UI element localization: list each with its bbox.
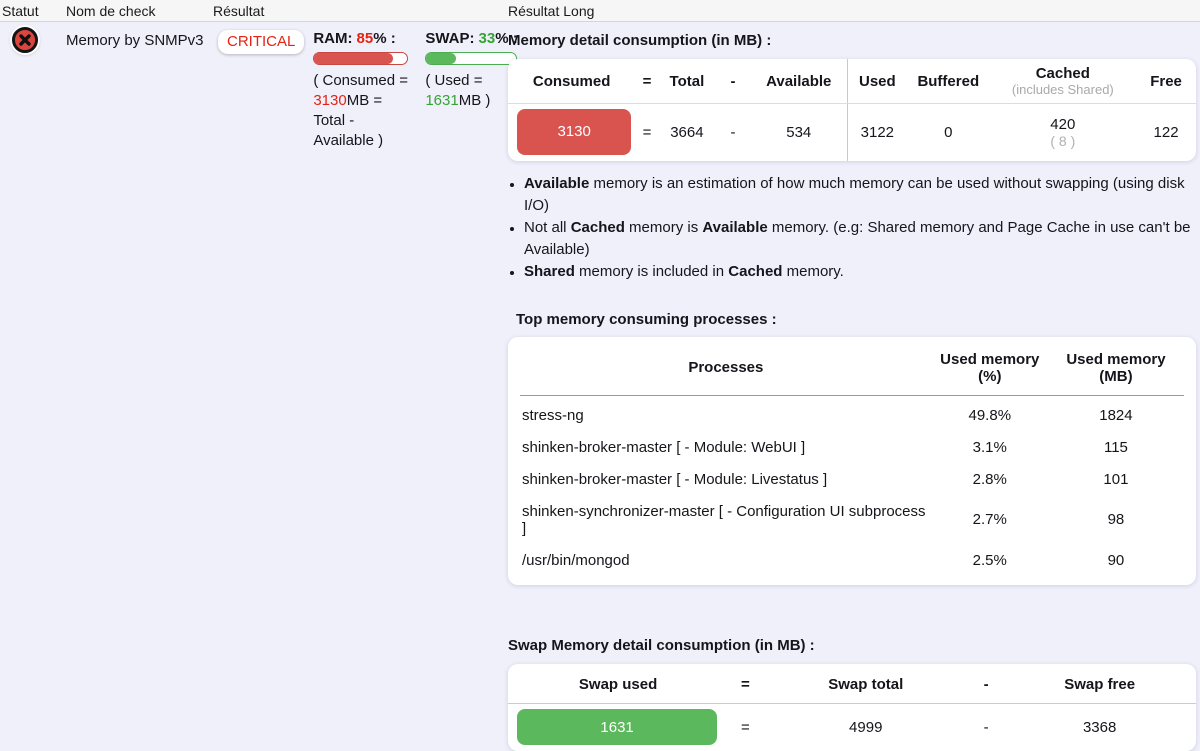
value-equals: = — [635, 103, 658, 161]
swap-value-free: 3368 — [1003, 704, 1196, 751]
table-row: shinken-synchronizer-master [ - Configur… — [520, 496, 1184, 545]
processes-table: Processes Used memory (%) Used memory (M… — [520, 337, 1184, 577]
listing-header: Statut Nom de check Résultat Résultat Lo… — [0, 0, 1200, 22]
table-row: shinken-broker-master [ - Module: Livest… — [520, 464, 1184, 496]
swap-used-ok-pill: 1631 — [517, 709, 717, 745]
swap-header-row: Swap used = Swap total - Swap free — [508, 664, 1196, 704]
header-free: Free — [1136, 59, 1196, 103]
process-used-pct: 2.5% — [932, 545, 1048, 577]
header-buffered: Buffered — [907, 59, 990, 103]
process-name: shinken-broker-master [ - Module: Livest… — [520, 464, 932, 496]
header-swap-free: Swap free — [1003, 664, 1196, 704]
table-row: shinken-broker-master [ - Module: WebUI … — [520, 432, 1184, 464]
swap-value-minus: - — [969, 704, 1003, 751]
process-used-mb: 101 — [1048, 464, 1184, 496]
process-used-mb: 115 — [1048, 432, 1184, 464]
value-used: 3122 — [847, 103, 907, 161]
swap-detail-table: Swap used = Swap total - Swap free 1631 … — [508, 664, 1196, 751]
swap-value-total: 4999 — [763, 704, 969, 751]
value-cached-shared: ( 8 ) — [991, 133, 1136, 149]
critical-status-icon — [12, 27, 38, 53]
header-swap-equals: = — [728, 664, 762, 704]
process-used-pct: 2.8% — [932, 464, 1048, 496]
status-badge: CRITICAL — [218, 30, 304, 54]
process-name: shinken-broker-master [ - Module: WebUI … — [520, 432, 932, 464]
swap-used-cell: 1631 — [508, 704, 728, 751]
ram-gauge-block: RAM:85% : ( Consumed = 3130MB = Total - … — [313, 30, 415, 151]
header-swap-used: Swap used — [508, 664, 728, 704]
resultat-cell: CRITICAL RAM:85% : ( Consumed = 3130MB =… — [213, 22, 508, 151]
header-cached-subtext: (includes Shared) — [990, 82, 1137, 97]
value-available: 534 — [751, 103, 847, 161]
header-minus: - — [715, 59, 751, 103]
header-consumed: Consumed — [508, 59, 635, 103]
column-header-resultat: Résultat — [213, 3, 508, 19]
header-used-memory-pct: Used memory (%) — [932, 337, 1048, 396]
header-equals: = — [635, 59, 658, 103]
value-buffered: 0 — [907, 103, 990, 161]
swap-progress-bar — [425, 52, 517, 65]
note-item: Available memory is an estimation of how… — [524, 173, 1196, 217]
processes-section-title: Top memory consuming processes : — [516, 311, 1196, 328]
process-used-pct: 3.1% — [932, 432, 1048, 464]
header-total: Total — [659, 59, 715, 103]
process-used-pct: 49.8% — [932, 395, 1048, 432]
value-free: 122 — [1136, 103, 1196, 161]
process-used-mb: 1824 — [1048, 395, 1184, 432]
header-swap-total: Swap total — [763, 664, 969, 704]
ram-progress-fill — [314, 53, 393, 64]
process-name: stress-ng — [520, 395, 932, 432]
note-item: Shared memory is included in Cached memo… — [524, 261, 1196, 283]
check-row: Memory by SNMPv3 CRITICAL RAM:85% : ( Co… — [0, 22, 1200, 751]
ram-percent-value: 85 — [357, 30, 374, 47]
memory-notes: Available memory is an estimation of how… — [508, 173, 1196, 283]
value-consumed-cell: 3130 — [508, 103, 635, 161]
process-name: /usr/bin/mongod — [520, 545, 932, 577]
header-used-memory-mb: Used memory (MB) — [1048, 337, 1184, 396]
process-used-pct: 2.7% — [932, 496, 1048, 545]
memory-detail-table: Consumed = Total - Available Used Buffer… — [508, 59, 1196, 161]
value-minus: - — [715, 103, 751, 161]
header-processes: Processes — [520, 337, 932, 396]
process-name: shinken-synchronizer-master [ - Configur… — [520, 496, 932, 545]
ram-detail-text: ( Consumed = 3130MB = Total - Available … — [313, 71, 415, 151]
header-cached: Cached (includes Shared) — [990, 59, 1137, 103]
column-header-nom-de-check: Nom de check — [66, 3, 213, 19]
memory-detail-card: Consumed = Total - Available Used Buffer… — [508, 59, 1196, 161]
memory-section-title: Memory detail consumption (in MB) : — [508, 32, 1196, 49]
consumed-critical-pill: 3130 — [517, 109, 631, 155]
ram-label: RAM:85% : — [313, 30, 415, 47]
process-used-mb: 98 — [1048, 496, 1184, 545]
swap-value-row: 1631 = 4999 - 3368 — [508, 704, 1196, 751]
header-available: Available — [751, 59, 847, 103]
swap-detail-card: Swap used = Swap total - Swap free 1631 … — [508, 664, 1196, 751]
value-cached: 420 ( 8 ) — [990, 103, 1137, 161]
value-total: 3664 — [659, 103, 715, 161]
processes-header-row: Processes Used memory (%) Used memory (M… — [520, 337, 1184, 396]
header-used: Used — [847, 59, 907, 103]
ram-progress-bar — [313, 52, 408, 65]
memory-table-value-row: 3130 = 3664 - 534 3122 0 420 ( 8 ) 122 — [508, 103, 1196, 161]
note-item: Not all Cached memory is Available memor… — [524, 217, 1196, 261]
header-swap-minus: - — [969, 664, 1003, 704]
swap-percent-value: 33 — [479, 30, 496, 47]
column-header-resultat-long: Résultat Long — [508, 3, 1200, 19]
processes-card: Processes Used memory (%) Used memory (M… — [508, 337, 1196, 585]
column-header-statut: Statut — [0, 3, 66, 19]
x-mark-icon — [18, 33, 32, 47]
swap-section-title: Swap Memory detail consumption (in MB) : — [508, 637, 1196, 654]
swap-value-equals: = — [728, 704, 762, 751]
process-used-mb: 90 — [1048, 545, 1184, 577]
statut-cell — [0, 22, 66, 53]
swap-progress-fill — [426, 53, 456, 64]
nom-cell: Memory by SNMPv3 — [66, 22, 213, 49]
resultat-long-cell: Memory detail consumption (in MB) : Cons… — [508, 22, 1200, 751]
check-name-link[interactable]: Memory by SNMPv3 — [66, 32, 204, 49]
memory-table-header-row: Consumed = Total - Available Used Buffer… — [508, 59, 1196, 103]
